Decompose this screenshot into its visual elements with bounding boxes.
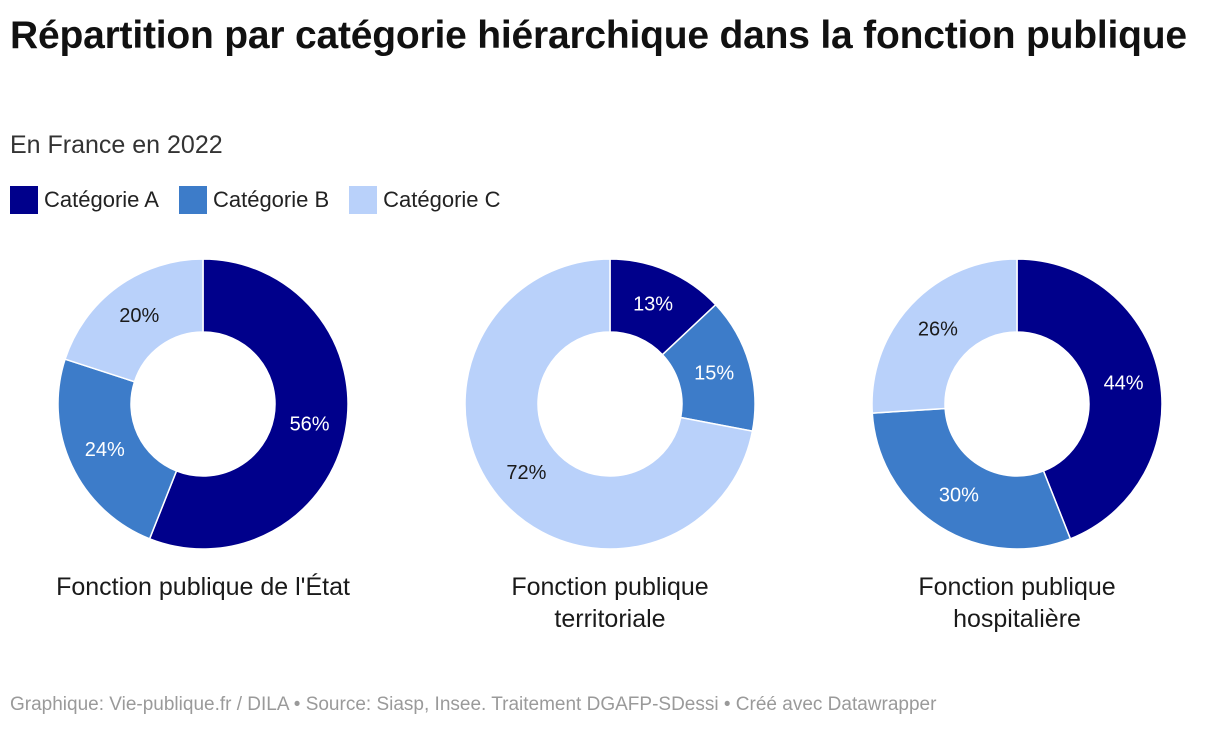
legend-swatch-categorie-a	[10, 186, 38, 214]
chart-caption-line: Fonction publique	[511, 573, 708, 601]
donut-slice-categorie-a	[1016, 258, 1163, 540]
donut-slice-categorie-c	[64, 258, 204, 383]
donut-slice-categorie-a	[148, 258, 349, 550]
slice-value-label: 56%	[290, 413, 330, 435]
chart-footer: Graphique: Vie-publique.fr / DILA • Sour…	[10, 694, 937, 715]
slice-value-label: 44%	[1104, 373, 1144, 395]
chart-caption-line: territoriale	[554, 605, 665, 633]
legend-item-categorie-b: Catégorie B	[178, 186, 330, 214]
donut-chart-fonction-publique-territoriale: 13% 15% 72% Fonction publique territoriale	[464, 258, 756, 633]
slice-value-label: 13%	[633, 293, 673, 315]
slice-value-label: 26%	[918, 319, 958, 341]
legend-item-categorie-a: Catégorie A	[10, 186, 159, 214]
legend-label-categorie-a: Catégorie A	[44, 187, 159, 212]
legend-item-categorie-c: Catégorie C	[349, 186, 501, 214]
donut-slice-categorie-b	[57, 358, 178, 540]
donut-chart-fonction-publique-de-l-etat: 56% 24% 20% Fonction publique de l'État	[56, 258, 350, 601]
donut-chart-fonction-publique-hospitaliere: 44% 30% 26% Fonction publique hospitalière	[871, 258, 1163, 633]
chart-caption-line: hospitalière	[953, 605, 1081, 633]
donut-slice-categorie-b	[871, 407, 1072, 550]
donut-slice-categorie-c	[871, 258, 1018, 414]
chart-caption-line: Fonction publique de l'État	[56, 572, 350, 601]
chart-caption: Fonction publique hospitalière	[918, 573, 1115, 633]
chart-subtitle: En France en 2022	[10, 131, 223, 159]
slice-value-label: 20%	[119, 305, 159, 327]
slice-value-label: 15%	[694, 363, 734, 385]
slice-value-label: 72%	[506, 462, 546, 484]
slice-value-label: 24%	[85, 439, 125, 461]
chart-caption: Fonction publique de l'État	[56, 572, 350, 601]
slice-value-label: 30%	[939, 485, 979, 507]
legend-label-categorie-b: Catégorie B	[212, 187, 330, 212]
legend-swatch-categorie-b	[178, 186, 207, 214]
chart-caption-line: Fonction publique	[918, 573, 1115, 601]
legend-swatch-categorie-c	[349, 186, 378, 214]
legend: Catégorie A Catégorie B Catégorie C	[10, 186, 521, 214]
donut-slice-categorie-c	[464, 258, 754, 550]
chart-caption: Fonction publique territoriale	[511, 573, 708, 633]
chart-title: Répartition par catégorie hiérarchique d…	[10, 14, 1187, 57]
legend-label-categorie-c: Catégorie C	[383, 187, 501, 212]
